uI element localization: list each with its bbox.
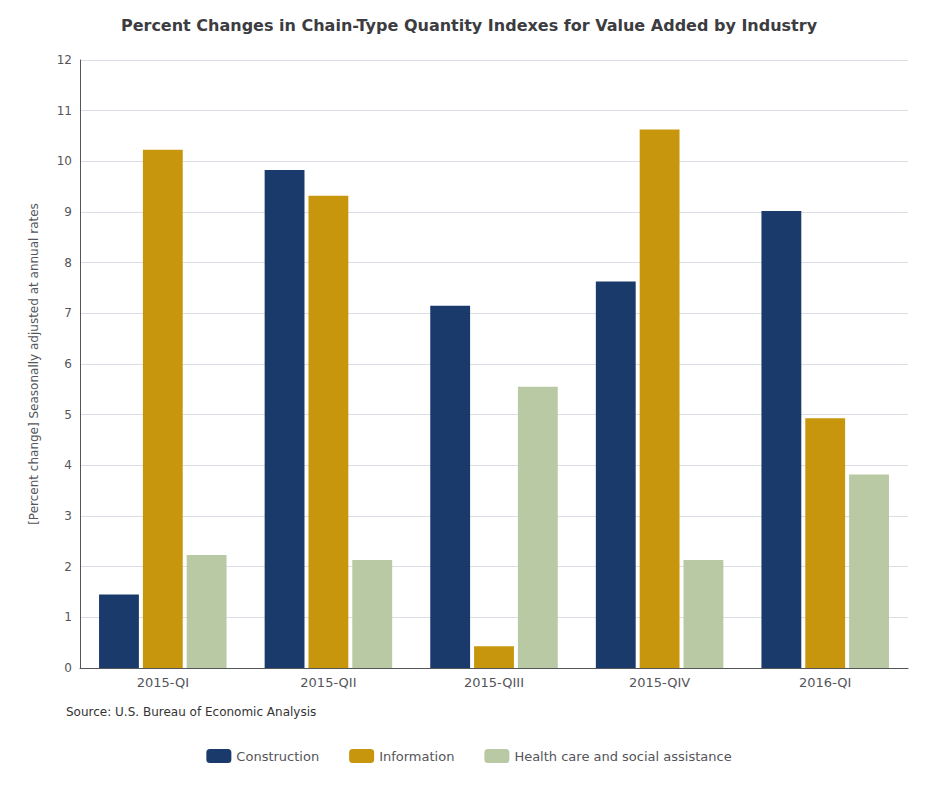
svg-text:2016-QI: 2016-QI bbox=[799, 675, 851, 690]
svg-text:Information: Information bbox=[379, 749, 454, 764]
svg-text:Percent Changes in Chain-Type: Percent Changes in Chain-Type Quantity I… bbox=[121, 16, 818, 35]
svg-text:2015-QIII: 2015-QIII bbox=[464, 675, 524, 690]
svg-text:2015-QIV: 2015-QIV bbox=[629, 675, 690, 690]
svg-text:9: 9 bbox=[64, 205, 72, 219]
svg-text:1: 1 bbox=[64, 610, 72, 624]
svg-text:3: 3 bbox=[64, 509, 72, 523]
svg-text:2015-QI: 2015-QI bbox=[137, 675, 189, 690]
svg-text:Source: U.S. Bureau of Economi: Source: U.S. Bureau of Economic Analysis bbox=[66, 705, 316, 719]
svg-text:4: 4 bbox=[64, 458, 72, 472]
svg-text:2015-QII: 2015-QII bbox=[300, 675, 356, 690]
svg-text:12: 12 bbox=[57, 53, 72, 67]
svg-text:8: 8 bbox=[64, 256, 72, 270]
svg-text:10: 10 bbox=[57, 154, 72, 168]
svg-text:7: 7 bbox=[64, 306, 72, 320]
svg-text:Health care and social assista: Health care and social assistance bbox=[514, 749, 731, 764]
svg-text:6: 6 bbox=[64, 357, 72, 371]
svg-text:2: 2 bbox=[64, 560, 72, 574]
svg-text:Construction: Construction bbox=[236, 749, 319, 764]
svg-text:[Percent change] Seasonally ad: [Percent change] Seasonally adjusted at … bbox=[27, 203, 41, 525]
svg-text:0: 0 bbox=[64, 661, 72, 675]
svg-text:5: 5 bbox=[64, 408, 72, 422]
svg-text:11: 11 bbox=[57, 104, 72, 118]
